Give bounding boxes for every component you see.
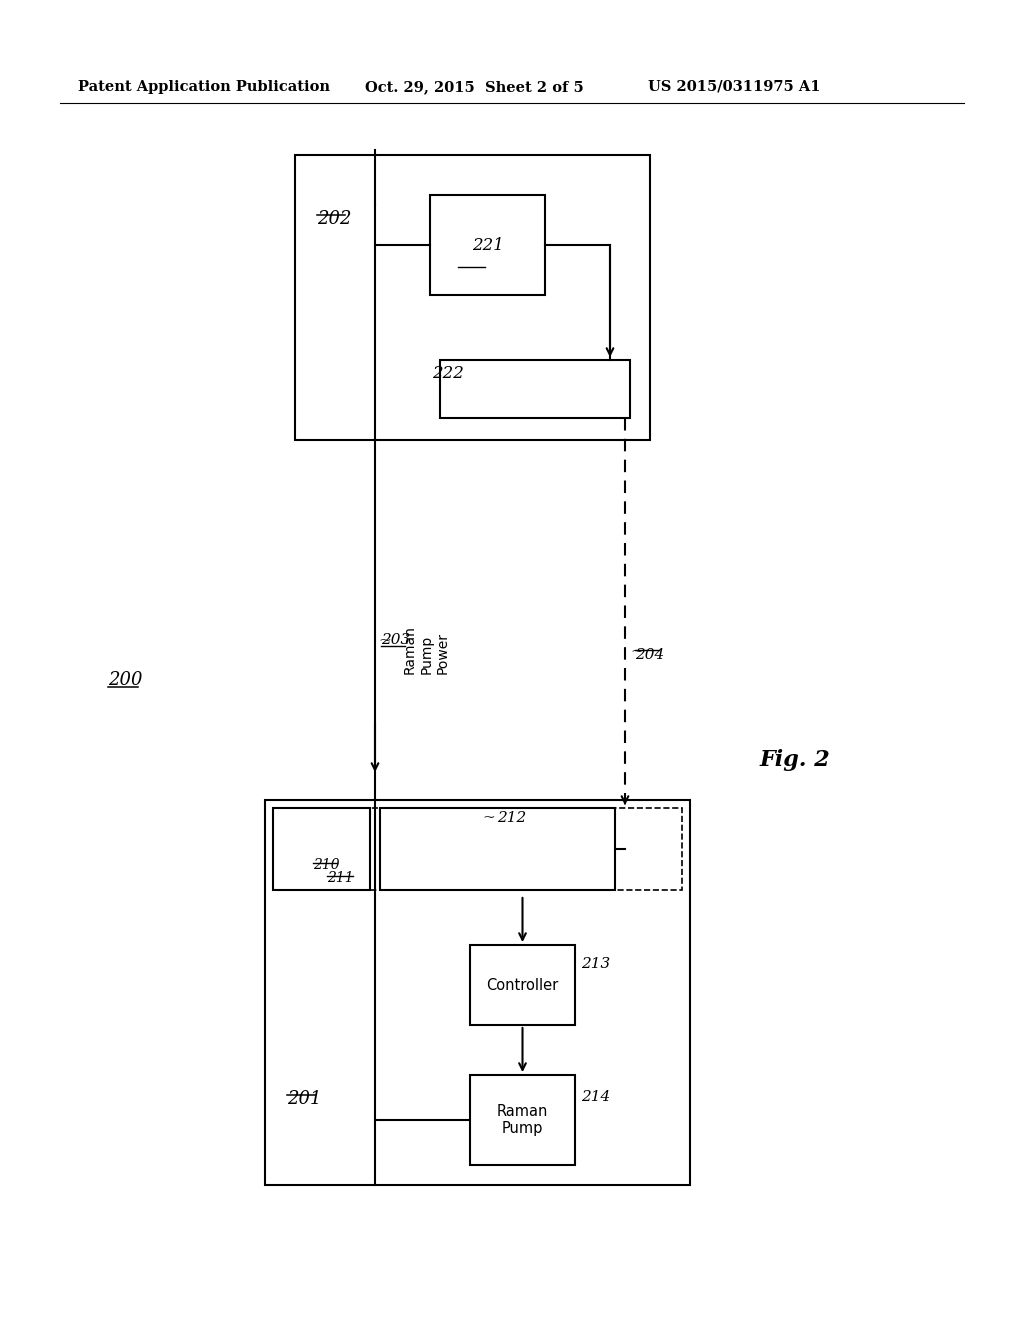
Text: 213: 213 xyxy=(581,957,610,972)
Text: 202: 202 xyxy=(317,210,351,228)
Text: 212: 212 xyxy=(498,810,526,825)
Text: 214: 214 xyxy=(581,1090,610,1104)
Text: US 2015/0311975 A1: US 2015/0311975 A1 xyxy=(648,81,820,94)
Text: 210: 210 xyxy=(313,858,340,873)
Text: Fig. 2: Fig. 2 xyxy=(760,748,830,771)
Text: 221: 221 xyxy=(472,236,504,253)
Text: 203: 203 xyxy=(381,634,411,647)
Text: 204: 204 xyxy=(635,648,665,663)
Bar xyxy=(273,808,370,890)
Text: Controller: Controller xyxy=(486,978,559,993)
Text: 200: 200 xyxy=(108,671,142,689)
Text: ~: ~ xyxy=(378,634,391,648)
Text: ~: ~ xyxy=(630,645,643,659)
Bar xyxy=(273,808,682,890)
Text: ~: ~ xyxy=(482,810,496,825)
Bar xyxy=(470,945,575,1026)
Bar xyxy=(470,1074,575,1166)
Bar xyxy=(430,195,545,294)
Text: 222: 222 xyxy=(432,366,464,381)
Bar xyxy=(295,154,650,440)
Bar xyxy=(380,808,615,890)
Text: 211: 211 xyxy=(327,871,353,884)
Text: Patent Application Publication: Patent Application Publication xyxy=(78,81,330,94)
Bar xyxy=(440,360,630,418)
Text: Oct. 29, 2015  Sheet 2 of 5: Oct. 29, 2015 Sheet 2 of 5 xyxy=(365,81,584,94)
Text: Raman
Pump: Raman Pump xyxy=(497,1104,548,1137)
Text: Raman
Pump
Power: Raman Pump Power xyxy=(403,626,450,675)
Text: 201: 201 xyxy=(287,1090,322,1107)
Bar xyxy=(265,800,690,1185)
